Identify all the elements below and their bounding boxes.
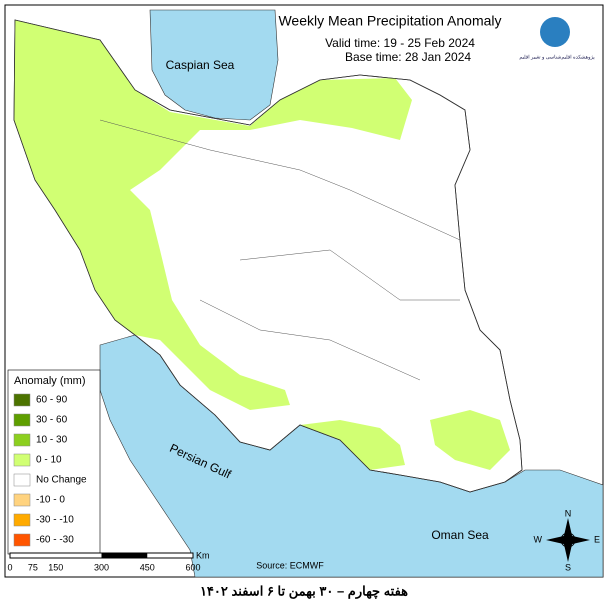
legend-swatch — [13, 433, 31, 447]
logo-text: پژوهشکده اقلیم‌شناسی و تغییر اقلیم — [519, 54, 595, 60]
compass-w: W — [534, 534, 543, 544]
scale-segment — [101, 553, 148, 558]
anomaly-area — [300, 420, 405, 470]
scale-unit: Km — [196, 550, 210, 560]
legend-label: 10 - 30 — [36, 435, 68, 446]
scale-label: 150 — [48, 562, 63, 572]
scale-bar: 0 75 150 300 450 600 Km — [7, 550, 209, 572]
scale-label: 600 — [185, 562, 200, 572]
scale-label: 450 — [140, 562, 155, 572]
valid-time: Valid time: 19 - 25 Feb 2024 — [325, 36, 475, 50]
scale-label: 300 — [94, 562, 109, 572]
source: Source: ECMWF — [256, 560, 324, 570]
legend-swatch — [13, 493, 31, 507]
compass-s: S — [565, 562, 571, 572]
compass-e: E — [594, 534, 600, 544]
base-time: Base time: 28 Jan 2024 — [345, 50, 471, 64]
sea-label: Caspian Sea — [166, 58, 235, 72]
province-lines — [99, 119, 461, 381]
legend-label: 0 - 10 — [36, 455, 62, 466]
iran-border — [13, 19, 523, 493]
legend-swatch — [13, 453, 31, 467]
legend-swatch — [13, 413, 31, 427]
legend-label: No Change — [36, 475, 87, 486]
compass: N S E W — [534, 508, 601, 572]
scale-label: 75 — [28, 562, 38, 572]
sea-label: Oman Sea — [431, 528, 489, 542]
legend-swatch — [13, 473, 31, 487]
legend-label: -60 - -30 — [36, 535, 74, 546]
legend-label: 30 - 60 — [36, 415, 68, 426]
scale-label: 0 — [7, 562, 12, 572]
logo — [540, 17, 570, 47]
caspian-sea — [149, 9, 279, 121]
compass-n: N — [565, 508, 572, 518]
legend-label: -30 - -10 — [36, 515, 74, 526]
legend-swatch — [13, 393, 31, 407]
legend-label: -10 - 0 — [36, 495, 65, 506]
title: Weekly Mean Precipitation Anomaly — [278, 13, 501, 29]
legend-title: Anomaly (mm) — [14, 375, 86, 387]
anomaly-area — [430, 410, 510, 470]
legend-swatch — [13, 533, 31, 547]
legend-label: 60 - 90 — [36, 395, 68, 406]
legend-swatch — [13, 513, 31, 527]
anomaly-area — [14, 20, 412, 410]
footer: هفته چهارم – ۳۰ بهمن تا ۶ اسفند ۱۴۰۲ — [200, 583, 408, 599]
legend: 60 - 90 30 - 60 10 - 30 0 - 10 No Change -10 … — [13, 393, 87, 547]
